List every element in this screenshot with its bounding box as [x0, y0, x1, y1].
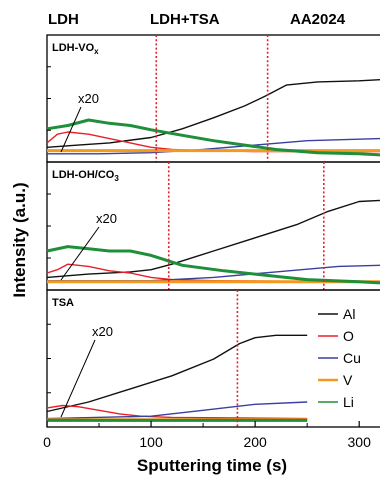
panel-2: LDH-OH/CO3 x20: [46, 161, 380, 291]
x-tick-label: 100: [139, 434, 163, 450]
panel-label: TSA: [52, 297, 74, 309]
region-label-ldh: LDH: [48, 11, 79, 28]
panels-group: LDH-VOx x20 LDH-OH/CO3 x20 TSA x20: [46, 34, 380, 428]
annotation-pointer: [60, 106, 82, 153]
x-tick-group: 0 100 200 300: [43, 421, 371, 450]
panel-3: TSA x20: [46, 289, 380, 428]
annotation-pointer: [60, 339, 96, 418]
panel-1: LDH-VOx x20: [46, 34, 380, 163]
legend-label-o: O: [343, 328, 354, 344]
series-al-line: [46, 79, 380, 148]
panel-label: LDH-VOx: [52, 42, 99, 56]
x-tick-label: 0: [43, 434, 51, 450]
series-li-line: [46, 118, 380, 157]
region-label-aa2024: AA2024: [290, 11, 346, 28]
x-tick-label: 200: [243, 434, 267, 450]
panel-label-subscript: 3: [114, 174, 119, 183]
legend-label-v: V: [343, 372, 353, 388]
series-cu-line: [46, 401, 308, 420]
scale-annotation: x20: [78, 91, 99, 106]
legend-label-li: Li: [343, 394, 354, 410]
x-tick-label: 300: [348, 434, 372, 450]
legend: Al O Cu V Li: [318, 306, 361, 410]
legend-label-cu: Cu: [343, 350, 361, 366]
region-label-ldh-tsa: LDH+TSA: [150, 11, 220, 28]
legend-label-al: Al: [343, 306, 355, 322]
series-o-line: [46, 263, 380, 283]
series-al-line: [46, 199, 380, 279]
series-li-line: [46, 245, 380, 285]
series-al-line: [46, 334, 308, 413]
scale-annotation: x20: [96, 211, 117, 226]
y-axis-label: Intensity (a.u.): [10, 182, 29, 297]
series-o-line: [46, 404, 308, 420]
panel-label-subscript: x: [94, 47, 99, 56]
scale-annotation: x20: [92, 324, 113, 339]
x-axis-label: Sputtering time (s): [137, 456, 287, 475]
panel-label: LDH-OH/CO3: [52, 169, 119, 183]
annotation-pointer: [60, 226, 100, 281]
